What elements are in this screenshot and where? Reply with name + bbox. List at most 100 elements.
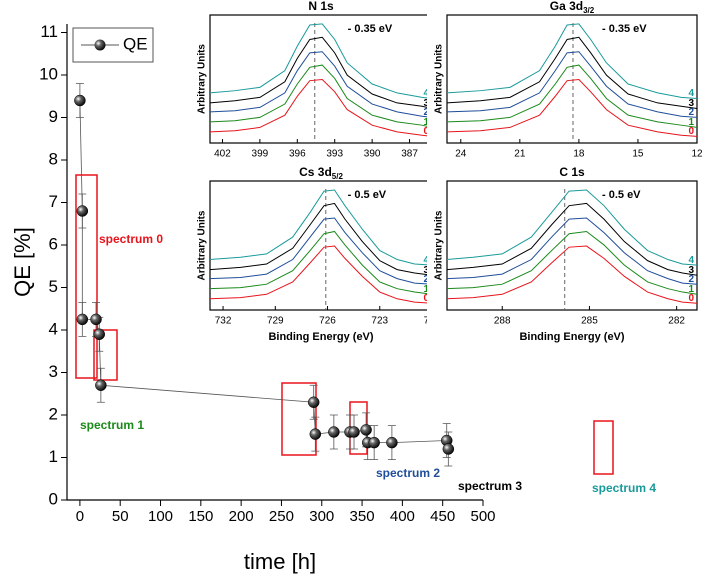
data-point <box>309 428 322 440</box>
spectrum-line <box>209 79 433 137</box>
series-label: 2 <box>423 107 429 118</box>
annotation: spectrum 1 <box>80 418 144 432</box>
spectrum-line <box>209 245 433 304</box>
series-label: 1 <box>688 284 694 295</box>
inset-title-text: Ga 3d <box>550 0 583 13</box>
x-tick-label: 450 <box>430 508 455 525</box>
y-tick-label: 4 <box>49 319 58 338</box>
x-tick-label: 390 <box>364 149 381 160</box>
y-tick-label: 10 <box>39 64 58 83</box>
spectrum-line <box>209 23 433 99</box>
spectrum-line <box>209 230 433 295</box>
spectrum-line <box>446 217 698 285</box>
y-tick-label: 7 <box>49 192 58 211</box>
x-tick-label: 399 <box>252 149 269 160</box>
x-tick-label: 18 <box>573 149 585 160</box>
series-label: 3 <box>423 98 429 109</box>
data-point <box>368 436 380 449</box>
spectrum-line <box>446 36 698 109</box>
x-tick-label: 100 <box>148 508 173 525</box>
x-tick-label: 288 <box>494 316 511 327</box>
inset-title-text: Cs 3d <box>299 165 332 179</box>
series-label: 2 <box>423 274 429 285</box>
data-point <box>328 426 340 438</box>
annotation: - 0.35 eV <box>602 23 647 35</box>
y-tick-label: 1 <box>49 447 58 466</box>
inset-title: Cs 3d5/2 <box>299 165 343 181</box>
series-label: 0 <box>423 293 429 304</box>
spectrum-line <box>446 189 698 266</box>
inset-background <box>190 0 434 177</box>
y-tick-label: 6 <box>49 234 58 253</box>
x-axis-label: Binding Energy (eV) <box>519 331 624 343</box>
x-tick-label: 300 <box>309 508 334 525</box>
series-label: 1 <box>688 117 694 128</box>
inset-title: N 1s <box>308 0 334 13</box>
x-tick-label: 250 <box>269 508 294 525</box>
annotation: spectrum 2 <box>376 466 440 480</box>
y-tick-label: 0 <box>49 489 58 508</box>
x-tick-label: 723 <box>371 316 388 327</box>
y-tick-label: 5 <box>49 277 58 296</box>
y-axis-label: Arbitrary Units <box>197 210 208 280</box>
series-label: 4 <box>688 88 694 99</box>
series-label: 1 <box>423 117 429 128</box>
spectrum-line <box>446 23 698 99</box>
inset-title-subscript: 5/2 <box>332 172 344 181</box>
data-point <box>76 205 89 217</box>
x-tick-label: 396 <box>289 149 306 160</box>
annotation: - 0.35 eV <box>348 23 393 35</box>
inset-title-text: C 1s <box>559 165 585 179</box>
legend-marker <box>94 39 106 51</box>
data-point <box>74 94 86 107</box>
y-tick-label: 2 <box>49 404 58 423</box>
data-point <box>95 379 107 391</box>
x-tick-label: 200 <box>229 508 254 525</box>
inset-title: C 1s <box>559 165 585 179</box>
x-tick-label: 726 <box>319 316 336 327</box>
annotation: - 0.5 eV <box>602 189 641 201</box>
highlight-box <box>75 174 98 379</box>
series-label: 0 <box>688 126 694 137</box>
x-tick-label: 500 <box>470 508 495 525</box>
y-tick-label: 9 <box>49 107 58 126</box>
series-label: 4 <box>423 255 429 266</box>
y-tick-label: 8 <box>49 149 58 168</box>
highlight-box <box>593 420 614 475</box>
spectrum-line <box>209 64 433 128</box>
annotation: spectrum 4 <box>592 481 656 495</box>
spectrum-line <box>209 51 433 118</box>
spectrum-line <box>209 36 433 109</box>
x-tick-label: 0 <box>76 508 84 525</box>
y-axis-label: Arbitrary Units <box>197 44 208 114</box>
annotation: spectrum 3 <box>458 479 522 493</box>
inset-frame <box>446 14 698 144</box>
inset-title-text: N 1s <box>308 0 334 13</box>
inset-frame <box>446 180 698 311</box>
data-point <box>442 443 455 455</box>
data-point <box>360 424 372 436</box>
highlight-box <box>93 329 118 381</box>
y-tick-label: 3 <box>49 362 58 381</box>
x-axis-label: Binding Energy (eV) <box>268 331 373 343</box>
spectrum-line <box>446 79 698 137</box>
x-tick-label: 15 <box>632 149 644 160</box>
inset-background <box>427 163 699 344</box>
series-label: 0 <box>423 126 429 137</box>
data-point <box>93 328 105 340</box>
annotation: spectrum 0 <box>99 232 163 246</box>
y-tick-label: 11 <box>40 22 58 41</box>
series-label: 1 <box>423 284 429 295</box>
spectrum-line <box>446 202 698 276</box>
x-tick-label: 402 <box>214 149 231 160</box>
spectrum-line <box>446 230 698 295</box>
series-label: 4 <box>423 88 429 99</box>
x-tick-label: 729 <box>267 316 284 327</box>
x-tick-label: 393 <box>326 149 343 160</box>
y-axis-label: Arbitrary Units <box>434 210 445 280</box>
data-point <box>348 426 360 438</box>
series-label: 3 <box>688 265 694 276</box>
spectrum-line <box>209 189 433 266</box>
x-tick-label: 400 <box>390 508 415 525</box>
data-point <box>90 313 102 326</box>
